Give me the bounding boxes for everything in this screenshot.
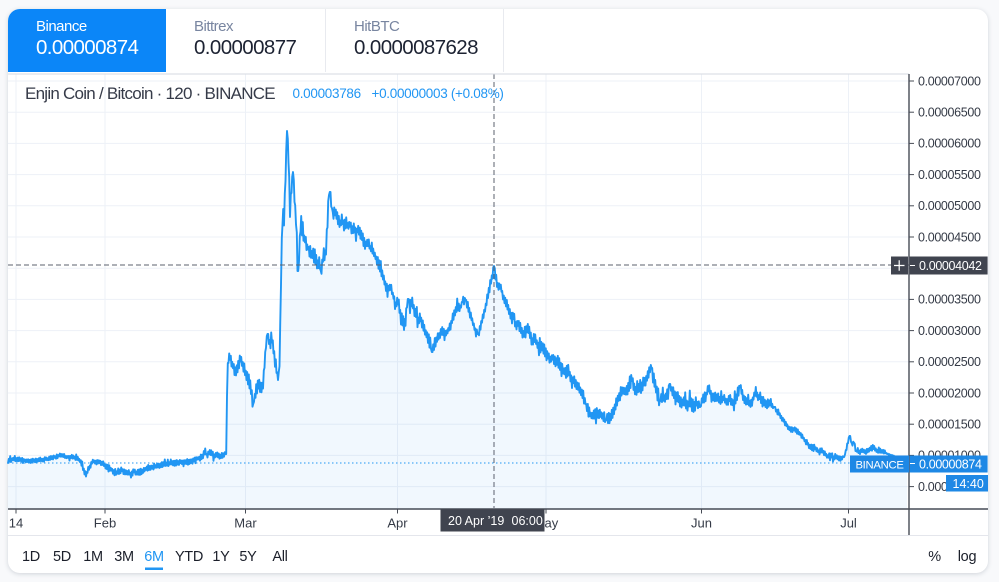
svg-text:log: log [958,549,977,565]
svg-text:0.00007000: 0.00007000 [918,74,981,88]
svg-text:BINANCE: BINANCE [855,459,904,471]
svg-text:Jun: Jun [691,516,712,531]
svg-text:14: 14 [9,516,23,531]
svg-text:Apr: Apr [387,516,408,531]
svg-text:3M: 3M [114,549,134,565]
svg-text:Jul: Jul [840,516,857,531]
svg-text:20 Apr ’19: 20 Apr ’19 [448,514,504,528]
svg-text:0.00006500: 0.00006500 [918,106,981,120]
svg-text:14:40: 14:40 [953,477,984,491]
svg-text:0.00002500: 0.00002500 [918,355,981,369]
svg-text:06:00: 06:00 [512,514,543,528]
svg-text:0.00003000: 0.00003000 [918,324,981,338]
svg-text:0.00002000: 0.00002000 [918,386,981,400]
svg-text:YTD: YTD [175,549,203,565]
svg-text:+0.00000003 (+0.08%): +0.00000003 (+0.08%) [372,86,504,101]
svg-text:Enjin Coin / Bitcoin · 120 · B: Enjin Coin / Bitcoin · 120 · BINANCE [25,84,275,103]
svg-text:Mar: Mar [234,516,257,531]
svg-text:1D: 1D [22,549,40,565]
svg-text:0.00000874: 0.00000874 [919,457,982,471]
svg-text:1M: 1M [83,549,103,565]
svg-text:0.00006000: 0.00006000 [918,137,981,151]
svg-text:5D: 5D [53,549,71,565]
svg-text:Feb: Feb [94,516,116,531]
svg-text:All: All [272,549,287,565]
svg-text:0.00001500: 0.00001500 [918,418,981,432]
svg-text:0.00004500: 0.00004500 [918,230,981,244]
svg-text:5Y: 5Y [239,549,257,565]
svg-text:0.00005000: 0.00005000 [918,199,981,213]
svg-text:%: % [928,549,941,565]
svg-text:1Y: 1Y [212,549,230,565]
svg-text:0.00003500: 0.00003500 [918,293,981,307]
svg-text:0.00004042: 0.00004042 [919,259,982,273]
svg-text:6M: 6M [144,549,164,565]
svg-text:0.00003786: 0.00003786 [293,86,361,101]
svg-text:0.00005500: 0.00005500 [918,168,981,182]
